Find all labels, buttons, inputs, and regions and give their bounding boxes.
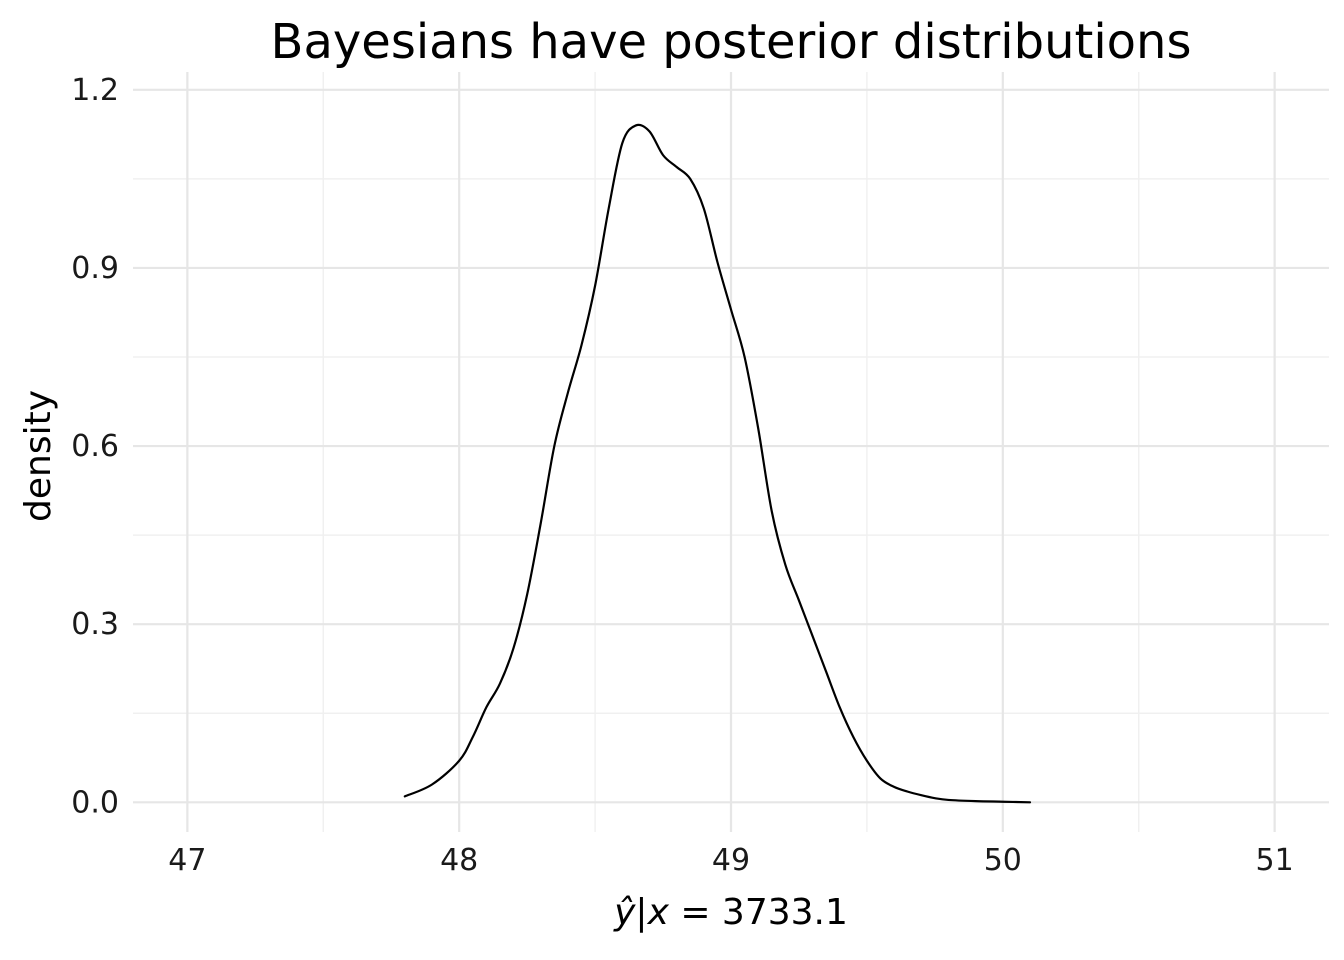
y-tick-label: 0.0 [71, 785, 119, 820]
y-tick-label: 0.3 [71, 607, 119, 642]
x-tick-label: 50 [984, 843, 1022, 878]
y-axis-title: density [18, 390, 59, 522]
y-tick-label: 0.6 [71, 429, 119, 464]
x-axis-title: ŷ|x = 3733.1 [613, 892, 848, 933]
x-tick-label: 51 [1256, 843, 1294, 878]
tick-labels: 47 48 49 50 51 0.0 0.3 0.6 0.9 1.2 [71, 73, 1293, 878]
x-axis-title-yhat: ŷ [613, 892, 636, 933]
grid [133, 72, 1329, 832]
y-tick-label: 1.2 [71, 73, 119, 108]
x-tick-label: 49 [712, 843, 750, 878]
x-tick-label: 48 [440, 843, 478, 878]
x-tick-label: 47 [168, 843, 206, 878]
y-tick-label: 0.9 [71, 251, 119, 286]
x-axis-title-bar: | [635, 892, 647, 933]
series-layer [403, 123, 1032, 804]
x-axis-title-rest: = 3733.1 [669, 892, 848, 933]
chart-title: Bayesians have posterior distributions [271, 14, 1192, 70]
density-curve [403, 123, 1032, 804]
x-axis-title-x: x [647, 892, 670, 933]
